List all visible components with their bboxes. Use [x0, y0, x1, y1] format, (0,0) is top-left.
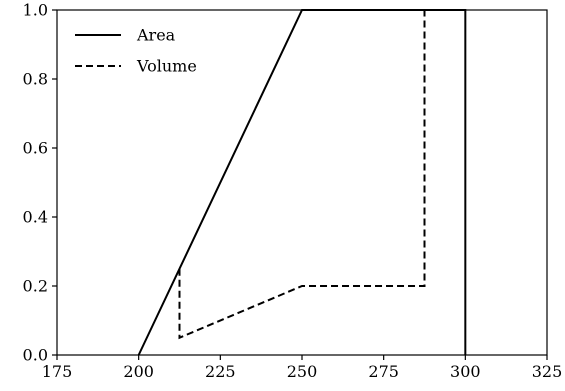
- axes-frame: [56, 9, 548, 356]
- x-axis: 175 200 225 250 275 300 325: [42, 355, 563, 381]
- y-tick-label: 0.8: [23, 70, 48, 89]
- x-tick-label: 300: [450, 362, 481, 381]
- y-axis: 0.0 0.2 0.4 0.6 0.8 1.0: [23, 1, 57, 365]
- y-tick-label: 0.6: [23, 139, 48, 158]
- x-tick-label: 175: [42, 362, 73, 381]
- y-tick-label: 0.4: [23, 208, 48, 227]
- x-tick-label: 325: [532, 362, 563, 381]
- x-tick-label: 225: [205, 362, 236, 381]
- series-line-volume: [178, 10, 426, 340]
- x-tick-label: 200: [123, 362, 154, 381]
- legend: Area Volume: [75, 26, 197, 76]
- x-tick-label: 250: [287, 362, 318, 381]
- x-tick-label: 275: [368, 362, 399, 381]
- y-tick-label: 0.0: [23, 346, 48, 365]
- legend-label-area: Area: [136, 26, 176, 45]
- legend-label-volume: Volume: [136, 57, 197, 76]
- y-tick-label: 0.2: [23, 277, 48, 296]
- y-tick-label: 1.0: [23, 1, 48, 20]
